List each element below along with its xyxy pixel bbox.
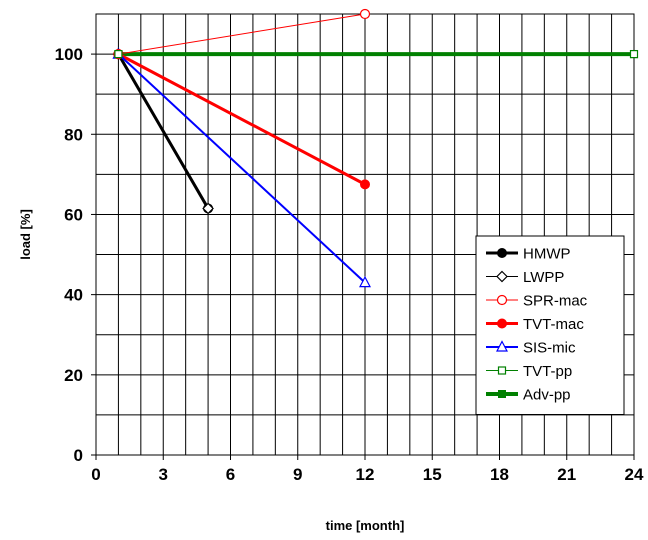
data-point-spr-mac (359, 8, 371, 20)
y-tick-label: 80 (64, 125, 83, 144)
legend-label: SPR-mac (523, 293, 588, 310)
series-line-spr-mac (118, 13, 366, 55)
data-point-lwpp (202, 202, 214, 215)
x-tick-label: 15 (423, 465, 442, 484)
x-tick-label: 0 (91, 465, 100, 484)
x-tick-label: 6 (226, 465, 235, 484)
legend-item-sis-mic: SIS-mic (486, 340, 576, 357)
series-line-lwpp (117, 53, 209, 209)
legend-label: TVT-mac (523, 316, 584, 333)
axes: 0 3 6 9 12 15 18 21 24 0 20 40 60 80 100 (55, 45, 644, 484)
legend-item-hmwp: HMWP (486, 246, 571, 263)
legend-label: LWPP (523, 269, 564, 286)
series-spr-mac (113, 8, 371, 60)
legend-marker (496, 294, 508, 306)
legend-item-tvt-pp: TVT-pp (486, 363, 572, 380)
legend-label: TVT-pp (523, 363, 572, 380)
legend-marker (497, 318, 507, 329)
x-tick-label: 21 (557, 465, 576, 484)
x-tick-label: 24 (625, 465, 644, 484)
y-tick-label: 20 (64, 366, 83, 385)
legend-item-spr-mac: SPR-mac (486, 293, 588, 310)
series-tvt-pp (114, 49, 639, 59)
legend-label: Adv-pp (523, 387, 571, 404)
data-point-tvt-pp (629, 49, 639, 59)
x-tick-label: 12 (356, 465, 375, 484)
x-tick-label: 3 (159, 465, 168, 484)
x-axis-title: time [month] (326, 518, 405, 533)
y-tick-label: 40 (64, 286, 83, 305)
series-line-tvt-mac (117, 52, 366, 186)
legend-item-tvt-mac: TVT-mac (486, 316, 584, 333)
legend-label: HMWP (523, 246, 571, 263)
series-group (112, 8, 639, 288)
data-point-tvt-pp (114, 49, 123, 59)
legend-label: SIS-mic (523, 340, 576, 357)
data-point-tvt-mac (360, 179, 370, 190)
y-axis-title: load [%] (18, 209, 33, 260)
legend: HMWP LWPP SPR-mac TVT-mac SIS-mic TVT-pp Adv-p… (475, 235, 625, 415)
legend-marker (498, 390, 506, 398)
legend-marker (496, 270, 508, 283)
legend-marker (497, 248, 507, 258)
x-tick-label: 18 (490, 465, 509, 484)
x-tick-label: 9 (293, 465, 302, 484)
y-tick-label: 0 (74, 446, 83, 465)
series-line-sis-mic (117, 53, 366, 284)
legend-item-lwpp: LWPP (486, 269, 564, 286)
legend-item-adv-pp: Adv-pp (486, 387, 571, 404)
legend-marker (496, 340, 508, 352)
data-point-sis-mic (359, 275, 371, 288)
y-tick-label: 100 (55, 45, 83, 64)
legend-marker (497, 366, 507, 375)
y-tick-label: 60 (64, 205, 83, 224)
